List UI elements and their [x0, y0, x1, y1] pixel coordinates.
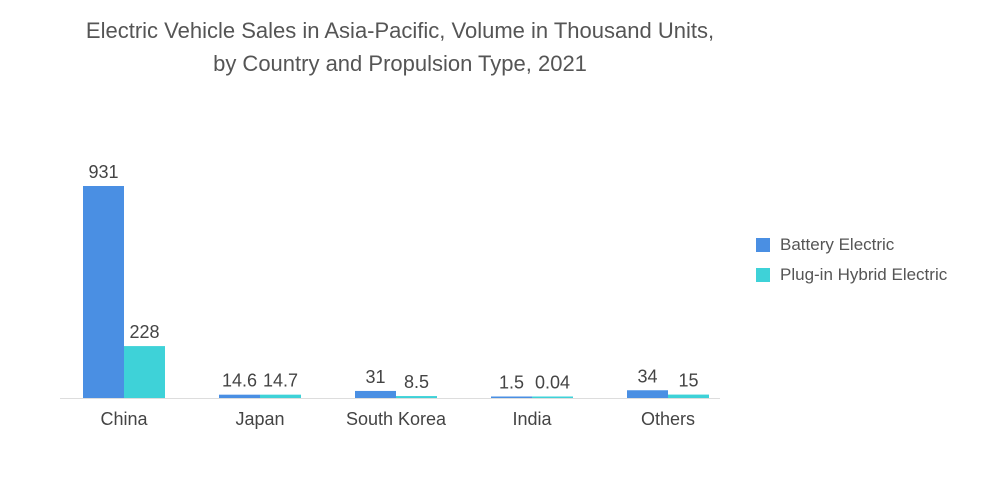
bar-battery-electric-others [627, 390, 668, 398]
data-label-plug-in-hybrid-electric-india: 0.04 [535, 373, 570, 393]
data-label-battery-electric-japan: 14.6 [222, 371, 257, 391]
legend-swatch-battery-electric [756, 238, 770, 252]
data-label-battery-electric-south-korea: 31 [365, 367, 385, 387]
data-label-plug-in-hybrid-electric-china: 228 [129, 322, 159, 342]
legend-item-plug-in-hybrid-electric: Plug-in Hybrid Electric [756, 260, 947, 290]
data-label-battery-electric-others: 34 [637, 366, 657, 386]
data-label-plug-in-hybrid-electric-others: 15 [678, 371, 698, 391]
x-tick-label-india: India [512, 409, 552, 429]
data-label-battery-electric-india: 1.5 [499, 373, 524, 393]
bar-plug-in-hybrid-electric-south-korea [396, 396, 437, 398]
chart-title-line-1: Electric Vehicle Sales in Asia-Pacific, … [85, 18, 715, 43]
bar-battery-electric-south-korea [355, 390, 396, 398]
legend-item-battery-electric: Battery Electric [756, 230, 947, 260]
bar-plug-in-hybrid-electric-china [124, 346, 165, 398]
legend: Battery Electric Plug-in Hybrid Electric [756, 230, 947, 290]
legend-label-plug-in-hybrid-electric: Plug-in Hybrid Electric [780, 265, 948, 284]
bar-battery-electric-japan [219, 394, 260, 398]
data-label-battery-electric-china: 931 [88, 162, 118, 182]
bar-battery-electric-china [83, 186, 124, 398]
x-tick-label-others: Others [641, 409, 695, 429]
bar-plug-in-hybrid-electric-india [532, 396, 573, 398]
x-tick-label-japan: Japan [235, 409, 284, 429]
chart-title-line-2: by Country and Propulsion Type, 2021 [213, 51, 587, 76]
legend-label-battery-electric: Battery Electric [780, 235, 895, 254]
x-tick-label-south-korea: South Korea [346, 409, 447, 429]
data-label-plug-in-hybrid-electric-south-korea: 8.5 [404, 372, 429, 392]
chart-title: Electric Vehicle Sales in Asia-Pacific, … [40, 14, 760, 80]
bar-plug-in-hybrid-electric-others [668, 394, 709, 398]
bar-plug-in-hybrid-electric-japan [260, 394, 301, 398]
data-label-plug-in-hybrid-electric-japan: 14.7 [263, 371, 298, 391]
legend-swatch-plug-in-hybrid-electric [756, 268, 770, 282]
bar-battery-electric-india [491, 396, 532, 398]
x-tick-label-china: China [100, 409, 148, 429]
